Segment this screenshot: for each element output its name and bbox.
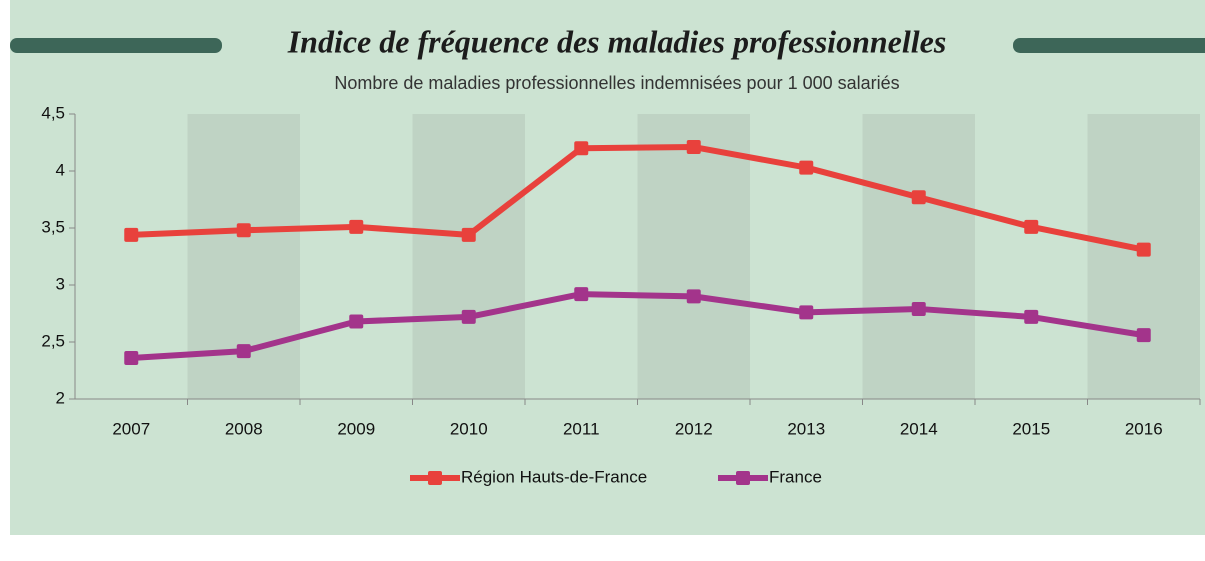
x-tick-label: 2010 bbox=[450, 419, 488, 438]
point bbox=[799, 305, 814, 320]
point bbox=[1136, 328, 1151, 343]
y-tick-label: 3 bbox=[56, 274, 65, 293]
y-tick-label: 4,5 bbox=[41, 103, 65, 122]
y-tick-label: 3,5 bbox=[41, 217, 65, 236]
point bbox=[1024, 309, 1039, 324]
x-tick-label: 2014 bbox=[900, 419, 938, 438]
x-tick-label: 2015 bbox=[1012, 419, 1050, 438]
point bbox=[349, 314, 364, 329]
band bbox=[637, 114, 750, 399]
x-tick-label: 2013 bbox=[787, 419, 825, 438]
point bbox=[236, 223, 251, 238]
y-tick-label: 4 bbox=[56, 160, 65, 179]
point bbox=[461, 227, 476, 242]
point bbox=[574, 287, 589, 302]
legend-marker bbox=[736, 471, 750, 485]
point bbox=[574, 141, 589, 156]
legend-label: France bbox=[769, 467, 822, 486]
point bbox=[1136, 242, 1151, 257]
point bbox=[799, 160, 814, 175]
point bbox=[686, 289, 701, 304]
legend-marker bbox=[428, 471, 442, 485]
point bbox=[124, 350, 139, 365]
legend-label: Région Hauts-de-France bbox=[461, 467, 647, 486]
point bbox=[911, 190, 926, 205]
point bbox=[236, 344, 251, 359]
x-tick-label: 2012 bbox=[675, 419, 713, 438]
point bbox=[686, 140, 701, 155]
point bbox=[911, 301, 926, 316]
band bbox=[862, 114, 975, 399]
title-bar-left bbox=[10, 38, 222, 53]
x-tick-label: 2016 bbox=[1125, 419, 1163, 438]
point bbox=[349, 219, 364, 234]
x-tick-label: 2011 bbox=[563, 419, 600, 438]
x-tick-label: 2007 bbox=[112, 419, 150, 438]
point bbox=[1024, 219, 1039, 234]
series-line bbox=[131, 291, 1145, 361]
y-tick-label: 2,5 bbox=[41, 331, 65, 350]
chart-title: Indice de fréquence des maladies profess… bbox=[287, 23, 947, 59]
x-tick-label: 2008 bbox=[225, 419, 263, 438]
y-tick-label: 2 bbox=[56, 388, 65, 407]
chart-subtitle: Nombre de maladies professionnelles inde… bbox=[334, 73, 899, 93]
band bbox=[412, 114, 525, 399]
x-tick-label: 2009 bbox=[337, 419, 375, 438]
point bbox=[124, 227, 139, 242]
title-bar-right bbox=[1013, 38, 1205, 53]
series-line bbox=[131, 144, 1145, 253]
point bbox=[461, 309, 476, 324]
